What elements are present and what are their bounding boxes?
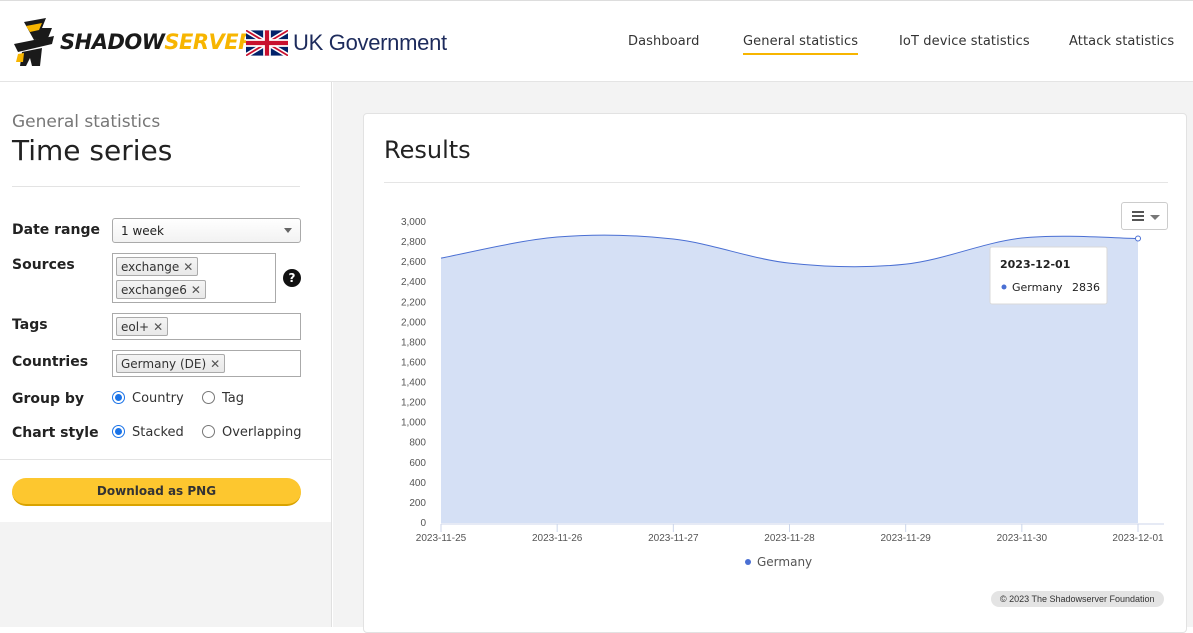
x-tick-label: 2023-11-27 <box>648 533 699 544</box>
y-tick-label: 1,400 <box>401 378 426 389</box>
nav-general-statistics[interactable]: General statistics <box>743 34 859 55</box>
y-tick-label: 800 <box>409 438 426 449</box>
tag-chip-eol: eol+ ✕ <box>116 317 169 336</box>
chart-credit[interactable]: © 2023 The Shadowserver Foundation <box>991 591 1164 607</box>
x-tick-label: 2023-11-25 <box>416 533 467 544</box>
results-title: Results <box>384 136 471 164</box>
chart-menu-button[interactable] <box>1121 202 1168 230</box>
germany-area-fill <box>441 235 1138 523</box>
source-chip-exchange: exchange ✕ <box>116 257 199 276</box>
x-tick-label: 2023-11-29 <box>880 533 931 544</box>
tooltip-series-name: Germany <box>1012 281 1063 294</box>
remove-chip-icon[interactable]: ✕ <box>153 320 164 334</box>
countries-input[interactable]: Germany (DE) ✕ <box>112 350 301 377</box>
sources-label: Sources <box>12 257 75 273</box>
y-tick-label: 3,000 <box>401 217 426 228</box>
chart-style-stacked-label: Stacked <box>132 425 184 440</box>
sources-input[interactable]: exchange ✕ exchange6 ✕ <box>112 253 276 303</box>
date-range-select[interactable]: 1 week <box>112 218 301 243</box>
shadowserver-mascot-icon <box>14 18 54 66</box>
section-subtitle: General statistics <box>12 112 161 132</box>
chart-style-label: Chart style <box>12 425 99 441</box>
group-by-country-label: Country <box>132 391 184 406</box>
tooltip-box <box>989 246 1108 305</box>
y-tick-label: 2,400 <box>401 277 426 288</box>
y-tick-label: 2,000 <box>401 317 426 328</box>
y-tick-label: 1,600 <box>401 357 426 368</box>
uk-government-text: UK Government <box>293 30 447 55</box>
group-by-country-radio[interactable] <box>112 391 125 404</box>
nav-attack-statistics[interactable]: Attack statistics <box>1069 34 1175 49</box>
tooltip-value: 2836 <box>1072 281 1100 294</box>
download-png-button[interactable]: Download as PNG <box>12 478 301 506</box>
main-area: Results 0 200 400 600 800 1,000 1,200 1,400 1,60… <box>333 82 1193 633</box>
remove-chip-icon[interactable]: ✕ <box>183 260 194 274</box>
y-tick-label: 400 <box>409 478 426 489</box>
remove-chip-icon[interactable]: ✕ <box>210 357 221 371</box>
y-tick-label: 1,000 <box>401 418 426 429</box>
union-jack-flag-icon <box>246 30 288 56</box>
data-point[interactable] <box>1135 235 1141 242</box>
group-by-tag-label: Tag <box>222 391 245 406</box>
remove-chip-icon[interactable]: ✕ <box>190 283 201 297</box>
tooltip-series-dot <box>1001 284 1007 290</box>
divider <box>0 459 331 460</box>
group-by-label: Group by <box>12 391 85 407</box>
country-chip-germany: Germany (DE) ✕ <box>116 354 226 373</box>
tags-label: Tags <box>12 317 48 333</box>
question-circle-icon[interactable]: ? <box>283 269 301 287</box>
germany-series-line <box>440 234 1139 268</box>
legend-item-germany[interactable]: Germany <box>757 555 812 569</box>
results-card: Results 0 200 400 600 800 1,000 1,200 1,400 1,60… <box>363 113 1187 633</box>
divider <box>384 182 1168 183</box>
y-tick-label: 2,800 <box>401 237 426 248</box>
y-tick-label: 1,800 <box>401 337 426 348</box>
tooltip-date: 2023-12-01 <box>1000 258 1070 271</box>
sidebar: General statistics Time series Date rang… <box>0 82 332 627</box>
logo-wordmark: SHADOWSERVER <box>60 30 254 54</box>
nav-dashboard[interactable]: Dashboard <box>628 34 700 49</box>
chart-style-stacked-radio[interactable] <box>112 425 125 438</box>
chevron-down-icon <box>1150 215 1160 220</box>
divider <box>12 186 300 187</box>
tags-input[interactable]: eol+ ✕ <box>112 313 301 340</box>
y-tick-label: 600 <box>409 458 426 469</box>
x-tick-label: 2023-11-28 <box>764 533 815 544</box>
date-range-label: Date range <box>12 222 100 238</box>
hamburger-menu-icon <box>1132 211 1144 221</box>
filter-panel: General statistics Time series Date rang… <box>0 82 331 522</box>
chevron-down-icon <box>284 228 292 233</box>
page-title: Time series <box>12 134 173 167</box>
x-tick-label: 2023-12-01 <box>1112 533 1164 544</box>
shadowserver-logo[interactable]: SHADOWSERVER <box>12 18 254 68</box>
y-tick-label: 0 <box>420 518 426 529</box>
top-bar: SHADOWSERVER UK Government Dashboard Gen… <box>0 0 1193 82</box>
legend-marker <box>745 559 751 565</box>
chart-style-overlapping-radio[interactable] <box>202 425 215 438</box>
source-chip-exchange6: exchange6 ✕ <box>116 280 206 299</box>
time-series-chart: 0 200 400 600 800 1,000 1,200 1,400 1,600 1,800 2,… <box>401 217 1164 569</box>
x-tick-label: 2023-11-26 <box>532 533 583 544</box>
y-tick-label: 1,200 <box>401 398 426 409</box>
countries-label: Countries <box>12 354 89 370</box>
y-tick-label: 2,200 <box>401 297 426 308</box>
y-tick-label: 200 <box>409 498 426 509</box>
group-by-tag-radio[interactable] <box>202 391 215 404</box>
date-range-value: 1 week <box>121 224 164 238</box>
chart-style-overlapping-label: Overlapping <box>222 425 302 440</box>
x-tick-label: 2023-11-30 <box>997 533 1048 544</box>
y-tick-label: 2,600 <box>401 257 426 268</box>
nav-iot-device-statistics[interactable]: IoT device statistics <box>899 34 1030 49</box>
